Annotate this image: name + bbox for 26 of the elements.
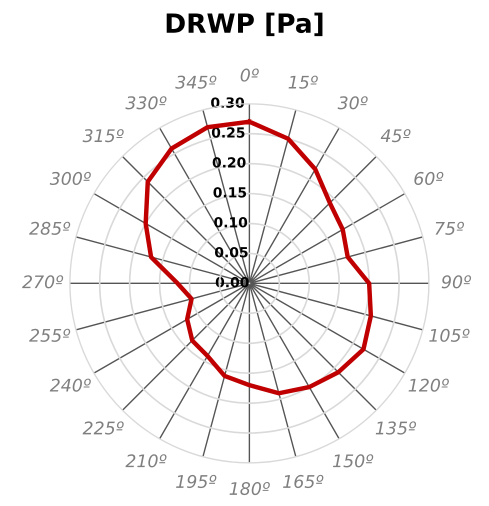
spoke-label: 330º [125,96,167,110]
spoke-label: 15º [288,76,318,89]
spoke-label: 270º [22,275,64,288]
spoke-label: 165º [283,474,324,488]
spoke-label: 60º [414,172,444,186]
spoke-label: 225º [82,421,124,435]
spoke-label: 150º [332,454,374,468]
y-tick-label: 0.25 [212,127,245,138]
spoke-label: 255º [29,328,70,342]
spoke-label: 30º [338,96,368,110]
spoke-label: 285º [29,222,70,235]
spoke-label: 120º [408,378,449,392]
spoke-label: 300º [50,172,91,186]
spoke-label: 240º [50,378,91,392]
spoke-label: 75º [436,222,464,235]
spoke-label: 345º [175,76,216,89]
spoke-label: 195º [176,474,216,488]
spoke-label: 210º [125,454,167,468]
spoke-label: 90º [442,275,472,288]
spoke-label: 0º [240,68,259,82]
chart-title: DRWP [Pa] [166,12,322,36]
spoke-label: 105º [429,328,470,342]
spoke-label: 45º [380,129,411,142]
spoke-label: 135º [376,421,416,435]
spoke-label: 180º [230,482,270,496]
spoke-label: 315º [82,129,124,142]
